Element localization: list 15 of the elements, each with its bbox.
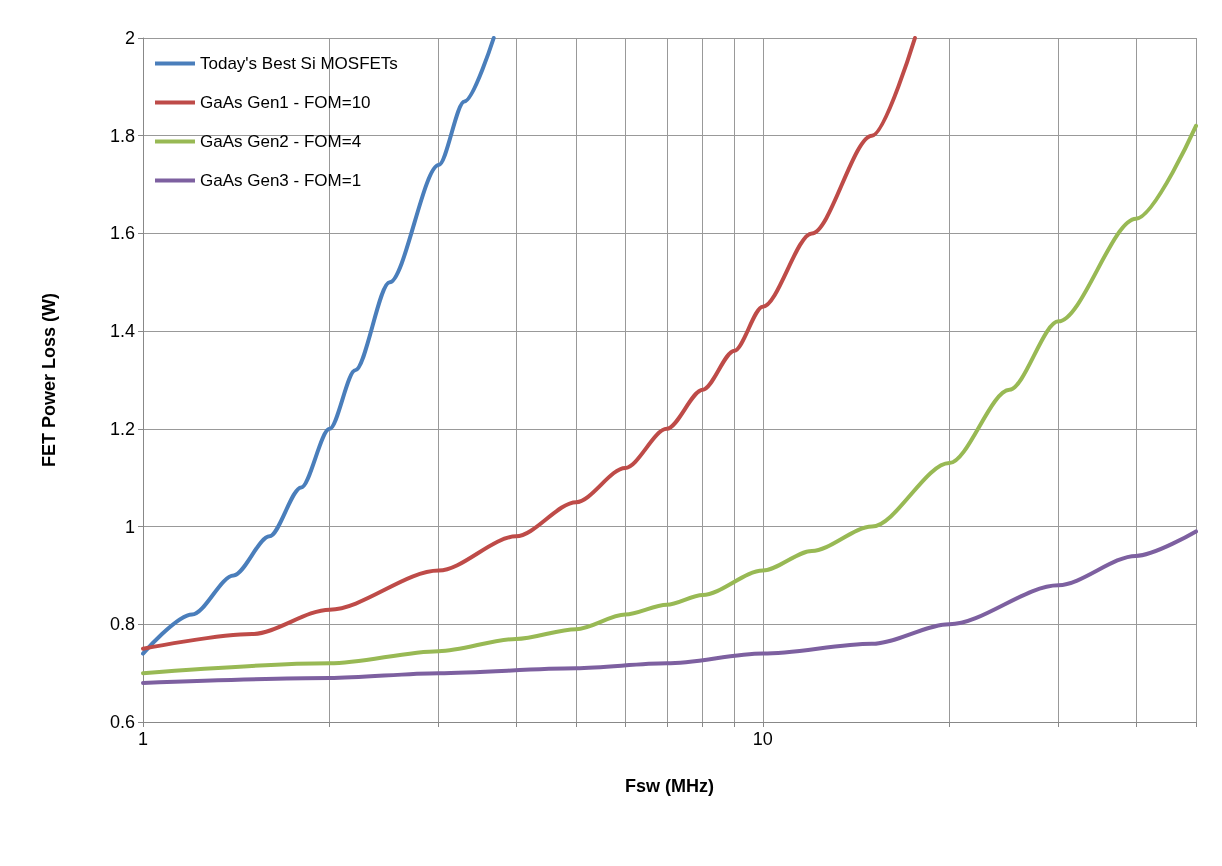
- y-tick-label: 0.8: [109, 614, 135, 635]
- y-tick-label: 2: [124, 28, 135, 48]
- y-tick-label: 1.4: [109, 321, 135, 342]
- y-tick-label: 1.8: [109, 125, 135, 146]
- y-axis-title: FET Power Loss (W): [39, 292, 59, 468]
- y-tick-label: 0.6: [109, 712, 135, 732]
- x-tick-label: 10: [752, 729, 773, 749]
- legend-label: GaAs Gen1 - FOM=10: [200, 93, 371, 112]
- y-tick-label: 1: [124, 516, 135, 537]
- x-axis-title: Fsw (MHz): [625, 776, 714, 796]
- legend-label: GaAs Gen3 - FOM=1: [200, 171, 362, 190]
- y-tick-label: 1.6: [109, 223, 135, 244]
- legend-label: Today's Best Si MOSFETs: [200, 54, 398, 73]
- legend-label: GaAs Gen2 - FOM=4: [200, 132, 362, 151]
- y-tick-label: 1.2: [109, 418, 135, 439]
